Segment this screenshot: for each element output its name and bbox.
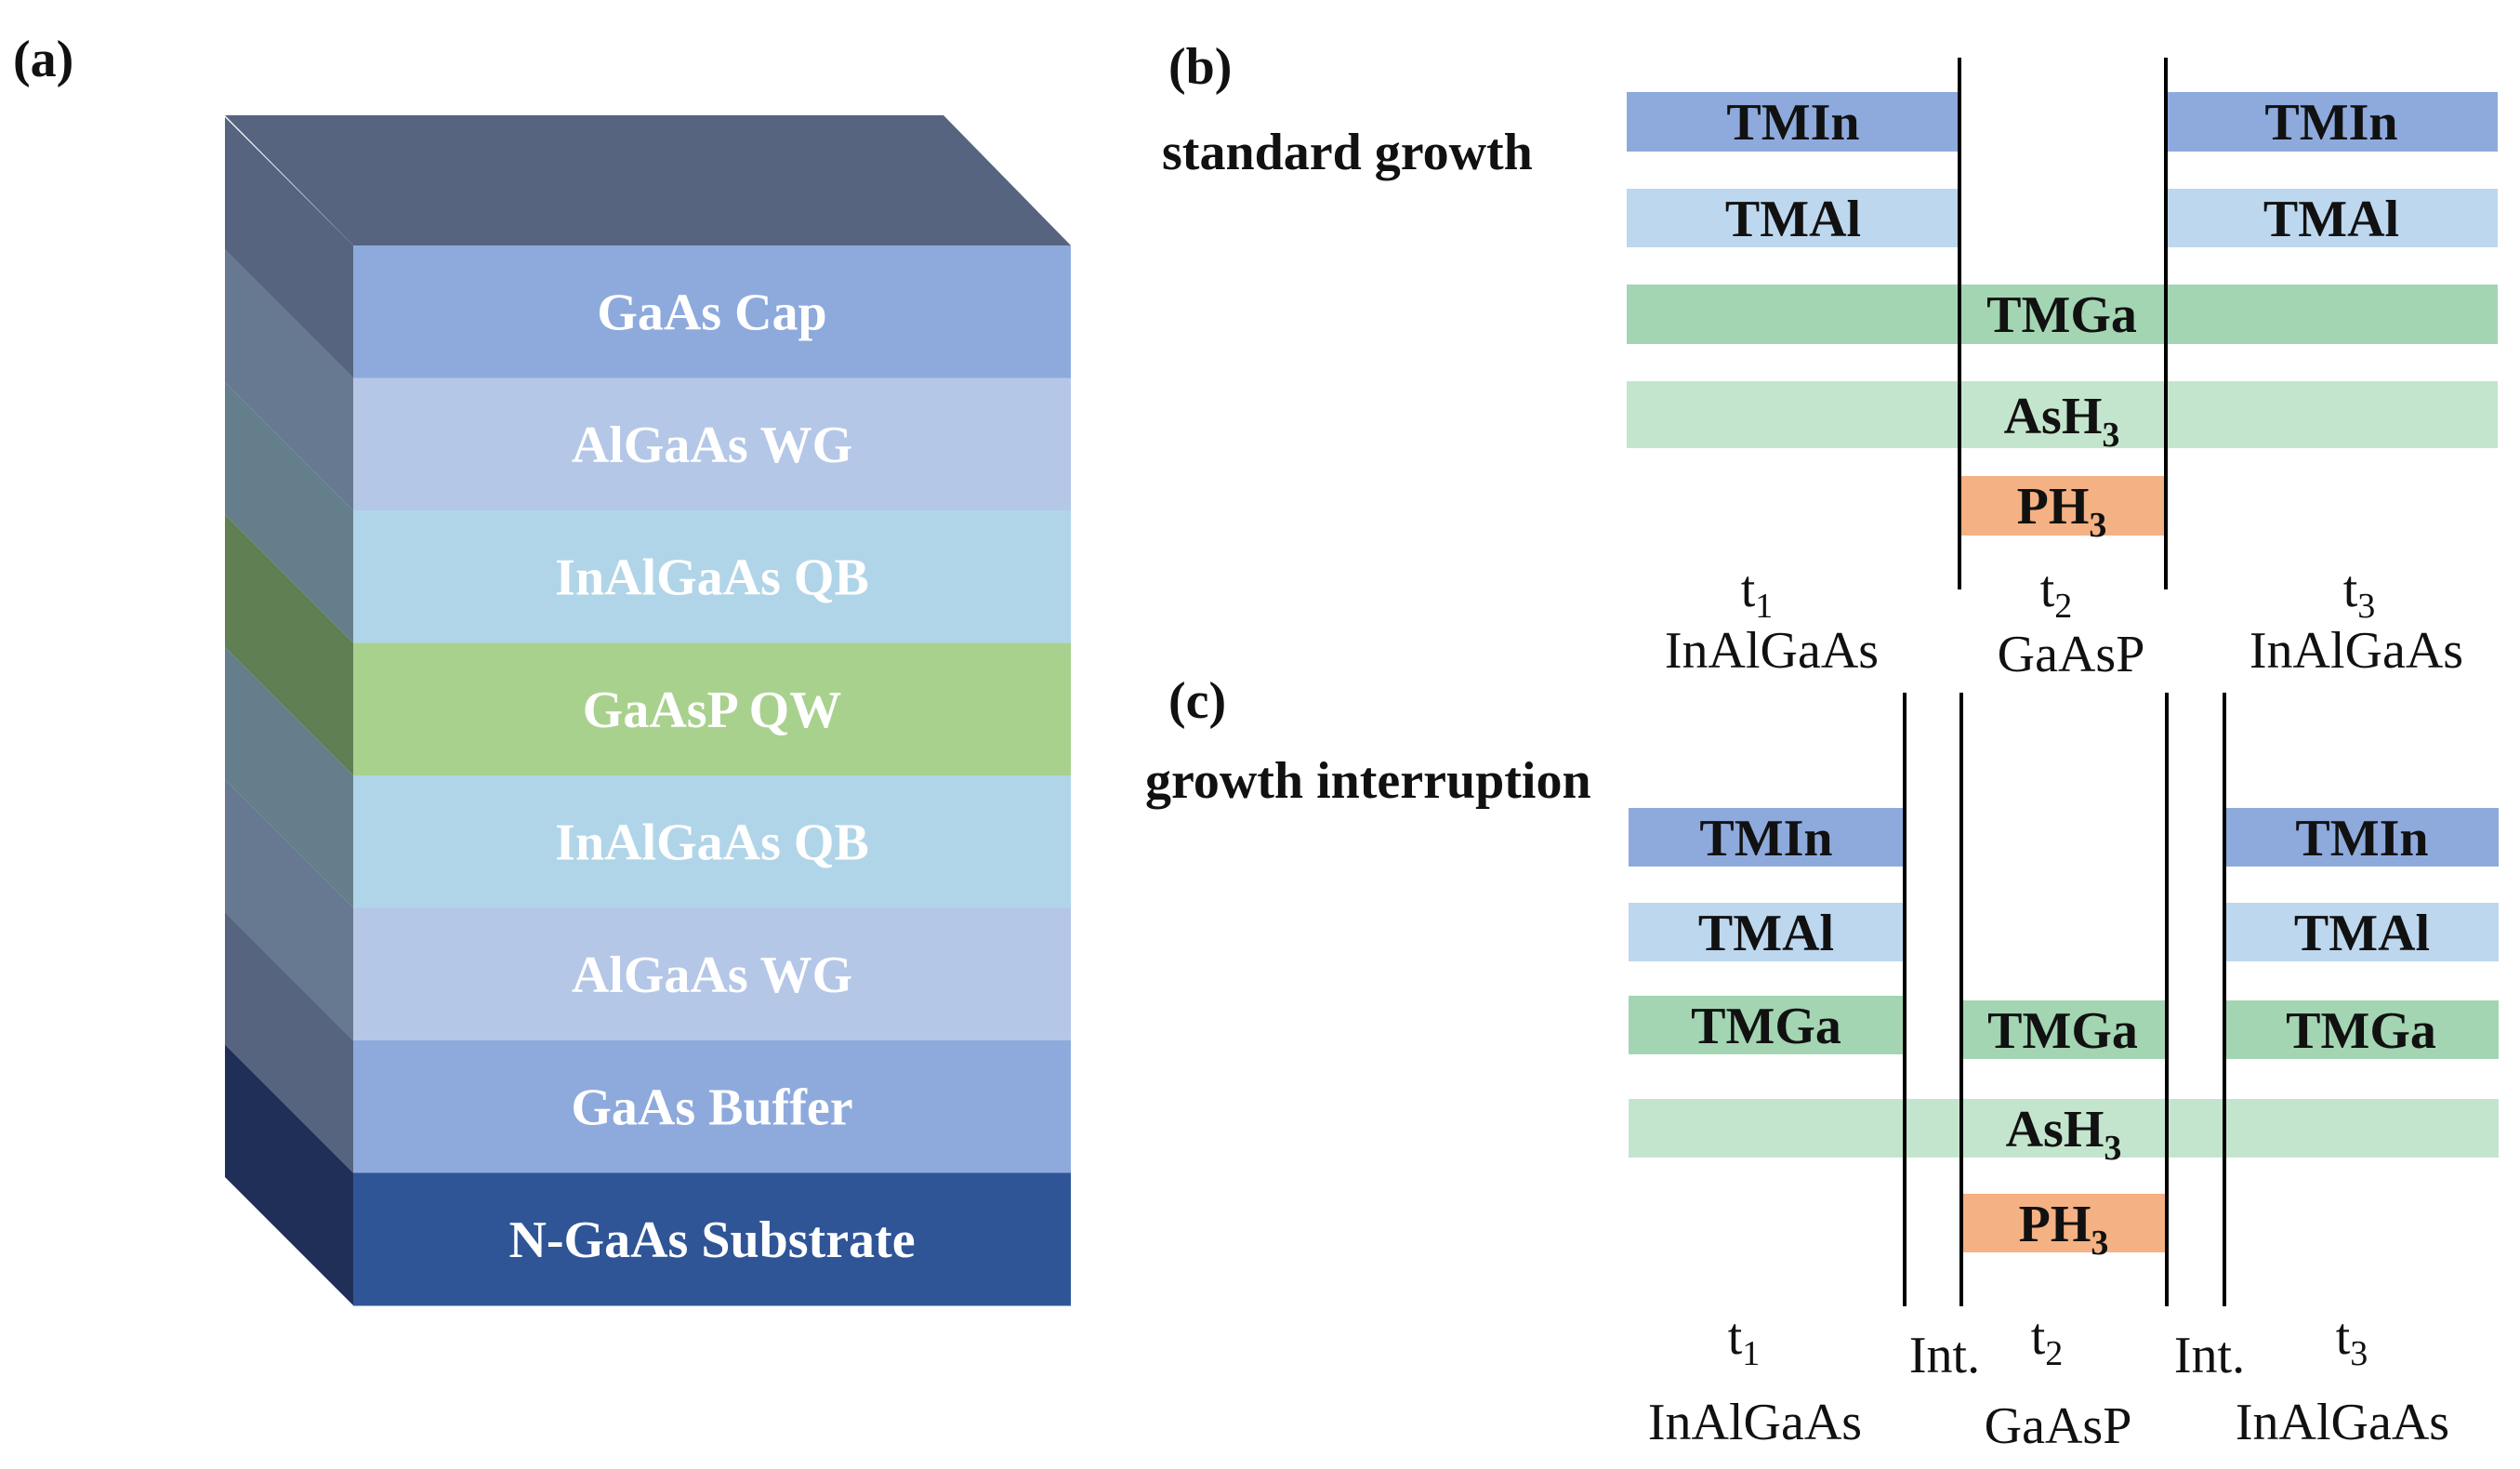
c-tmga-2: TMGa bbox=[1961, 1000, 2165, 1060]
c-t2-material: GaAsP bbox=[1985, 1397, 2132, 1455]
layer-stack: GaAs Cap AlGaAs WG InAlGaAs QB GaAsP QW InAl… bbox=[225, 115, 1071, 1306]
layer-face-4 bbox=[353, 642, 1071, 776]
layer-side-1 bbox=[225, 117, 353, 378]
c-ash3: AsH3 bbox=[1629, 1099, 2499, 1168]
layer-face-5 bbox=[353, 775, 1071, 908]
layer-2: AlGaAs WG bbox=[353, 377, 1071, 511]
stack-top-face bbox=[225, 115, 1071, 245]
layer-side-8 bbox=[225, 1044, 353, 1305]
layer-side-6 bbox=[225, 779, 353, 1040]
c-tmga-3: TMGa bbox=[2224, 1000, 2499, 1060]
layer-3: InAlGaAs QB bbox=[353, 510, 1071, 643]
svg-text:TMIn: TMIn bbox=[2295, 810, 2428, 867]
panel-b-title: standard growth bbox=[1162, 124, 1533, 181]
c-int-1: Int. bbox=[1909, 1327, 1980, 1384]
svg-text:TMIn: TMIn bbox=[2264, 94, 2397, 152]
layer-face-8 bbox=[353, 1172, 1071, 1306]
panel-c-label: (c) bbox=[1168, 672, 1226, 730]
b-tmal-1: TMAl bbox=[1627, 189, 1959, 248]
layer-label-7: GaAs Buffer bbox=[571, 1079, 852, 1136]
panel-a-label: (a) bbox=[13, 31, 73, 88]
panel-c-bars: TMIn TMIn TMAl TMAl TMGa TMGa TMGa AsH3 … bbox=[1629, 808, 2499, 1263]
layer-label-8: N-GaAs Substrate bbox=[508, 1211, 915, 1269]
layer-label-2: AlGaAs WG bbox=[572, 417, 852, 474]
b-ash3: AsH3 bbox=[1627, 381, 2498, 455]
svg-text:TMGa: TMGa bbox=[1987, 1002, 2138, 1060]
layer-face-1 bbox=[353, 245, 1071, 378]
panel-c-title: growth interruption bbox=[1145, 752, 1591, 810]
panel-c-dividers bbox=[1903, 693, 2226, 1306]
layer-5: InAlGaAs QB bbox=[353, 775, 1071, 908]
svg-text:TMGa: TMGa bbox=[1986, 286, 2137, 344]
svg-text:AsH3: AsH3 bbox=[2004, 388, 2120, 455]
layer-label-4: GaAsP QW bbox=[583, 682, 841, 739]
c-ph3: PH3 bbox=[1963, 1194, 2165, 1263]
svg-text:TMIn: TMIn bbox=[1726, 94, 1859, 152]
c-tmal-1: TMAl bbox=[1629, 903, 1904, 962]
c-t3: t3 bbox=[2336, 1308, 2368, 1373]
panel-c-times: t1 InAlGaAs Int. t2 GaAsP Int. t3 InAlGa… bbox=[1648, 1308, 2449, 1455]
layer-face-3 bbox=[353, 510, 1071, 643]
layer-6: AlGaAs WG bbox=[353, 907, 1071, 1041]
b-t1-material: InAlGaAs bbox=[1665, 622, 1879, 680]
svg-text:TMAl: TMAl bbox=[1698, 905, 1834, 962]
c-t1: t1 bbox=[1728, 1308, 1761, 1373]
layer-face-2 bbox=[353, 377, 1071, 511]
c-t1-material: InAlGaAs bbox=[1648, 1394, 1862, 1451]
layer-label-5: InAlGaAs QB bbox=[555, 814, 869, 871]
layer-face-6 bbox=[353, 907, 1071, 1041]
layer-label-1: GaAs Cap bbox=[597, 284, 826, 341]
layer-side-5 bbox=[225, 647, 353, 908]
b-tmin-3: TMIn bbox=[2166, 92, 2498, 152]
svg-text:TMAl: TMAl bbox=[2263, 191, 2399, 248]
layer-label-3: InAlGaAs QB bbox=[555, 549, 869, 606]
svg-text:PH3: PH3 bbox=[2019, 1196, 2109, 1263]
svg-text:TMGa: TMGa bbox=[2286, 1002, 2436, 1060]
c-tmin-1: TMIn bbox=[1629, 808, 1904, 867]
svg-text:TMAl: TMAl bbox=[2294, 905, 2430, 962]
svg-text:TMIn: TMIn bbox=[1699, 810, 1832, 867]
svg-text:TMGa: TMGa bbox=[1691, 998, 1841, 1055]
layer-side-2 bbox=[225, 249, 353, 510]
b-t2-material: GaAsP bbox=[1998, 626, 2145, 683]
layer-side-4 bbox=[225, 514, 353, 775]
layer-8: N-GaAs Substrate bbox=[353, 1172, 1071, 1306]
b-tmal-3: TMAl bbox=[2166, 189, 2498, 248]
b-tmin-1: TMIn bbox=[1627, 92, 1959, 152]
b-t3: t3 bbox=[2343, 561, 2376, 626]
c-t3-material: InAlGaAs bbox=[2236, 1394, 2449, 1451]
b-t3-material: InAlGaAs bbox=[2250, 622, 2463, 680]
c-int-2: Int. bbox=[2174, 1327, 2245, 1384]
panel-b-dividers bbox=[1958, 58, 2168, 589]
c-tmga-1: TMGa bbox=[1629, 996, 1904, 1055]
b-t2: t2 bbox=[2040, 561, 2073, 626]
svg-text:AsH3: AsH3 bbox=[2006, 1101, 2122, 1168]
b-tmga: TMGa bbox=[1627, 285, 2498, 344]
c-tmin-3: TMIn bbox=[2226, 808, 2499, 867]
svg-text:TMAl: TMAl bbox=[1725, 191, 1861, 248]
layer-label-6: AlGaAs WG bbox=[572, 946, 852, 1004]
layer-side-3 bbox=[225, 382, 353, 643]
c-tmal-3: TMAl bbox=[2226, 903, 2499, 962]
b-t1: t1 bbox=[1741, 561, 1774, 626]
c-t2: t2 bbox=[2031, 1308, 2064, 1373]
layer-face-7 bbox=[353, 1040, 1071, 1173]
b-ph3: PH3 bbox=[1961, 476, 2166, 545]
svg-text:PH3: PH3 bbox=[2017, 478, 2107, 545]
layer-4: GaAsP QW bbox=[353, 642, 1071, 776]
layer-side-7 bbox=[225, 912, 353, 1173]
panel-b-times: t1 InAlGaAs t2 GaAsP t3 InAlGaAs bbox=[1665, 561, 2463, 683]
layer-1: GaAs Cap bbox=[353, 245, 1071, 378]
layer-7: GaAs Buffer bbox=[353, 1040, 1071, 1173]
panel-b-label: (b) bbox=[1168, 38, 1232, 96]
panel-b-bars: TMIn TMIn TMAl TMAl TMGa AsH3 PH3 bbox=[1627, 92, 2498, 545]
